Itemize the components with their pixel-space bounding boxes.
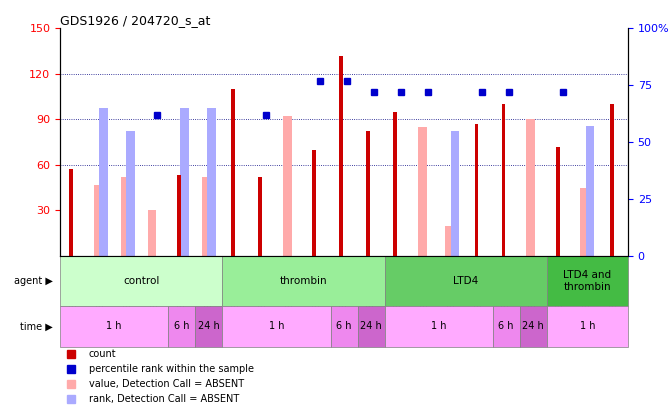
Bar	[195, 306, 222, 347]
Bar	[180, 108, 189, 256]
Text: LTD4 and
thrombin: LTD4 and thrombin	[563, 270, 611, 292]
Bar	[202, 177, 210, 256]
Bar	[526, 119, 535, 256]
Bar	[99, 108, 108, 256]
Text: thrombin: thrombin	[280, 276, 327, 286]
Bar	[222, 306, 331, 347]
Text: rank, Detection Call = ABSENT: rank, Detection Call = ABSENT	[88, 394, 238, 405]
Text: GDS1926 / 204720_s_at: GDS1926 / 204720_s_at	[60, 14, 210, 27]
Bar	[385, 256, 547, 306]
Bar	[60, 256, 222, 306]
Bar	[445, 226, 454, 256]
Text: time ▶: time ▶	[21, 322, 53, 331]
Bar	[418, 127, 427, 256]
Bar	[259, 177, 262, 256]
Text: 1 h: 1 h	[580, 322, 595, 331]
Text: 1 h: 1 h	[106, 322, 122, 331]
Text: 24 h: 24 h	[360, 322, 382, 331]
Bar	[474, 124, 478, 256]
Text: control: control	[123, 276, 160, 286]
Bar	[177, 175, 181, 256]
Bar	[556, 147, 560, 256]
Bar	[331, 306, 357, 347]
Bar	[94, 185, 102, 256]
Bar	[450, 131, 459, 256]
Text: 6 h: 6 h	[336, 322, 352, 331]
Bar	[168, 306, 195, 347]
Bar	[231, 89, 235, 256]
Text: 1 h: 1 h	[269, 322, 284, 331]
Bar	[126, 131, 135, 256]
Text: 24 h: 24 h	[198, 322, 220, 331]
Text: 24 h: 24 h	[522, 322, 544, 331]
Bar	[207, 108, 216, 256]
Text: 1 h: 1 h	[431, 322, 446, 331]
Text: 6 h: 6 h	[498, 322, 514, 331]
Bar	[121, 177, 130, 256]
Text: value, Detection Call = ABSENT: value, Detection Call = ABSENT	[88, 379, 244, 389]
Text: LTD4: LTD4	[453, 276, 478, 286]
Bar	[493, 306, 520, 347]
Bar	[283, 116, 291, 256]
Bar	[610, 104, 614, 256]
Bar	[547, 256, 628, 306]
Bar	[357, 306, 385, 347]
Bar	[547, 306, 628, 347]
Bar	[339, 55, 343, 256]
Bar	[520, 306, 547, 347]
Bar	[385, 306, 493, 347]
Bar	[313, 150, 316, 256]
Bar	[148, 210, 156, 256]
Bar	[367, 132, 370, 256]
Bar	[586, 126, 595, 256]
Bar	[69, 169, 73, 256]
Bar	[222, 256, 385, 306]
Bar	[393, 112, 397, 256]
Text: 6 h: 6 h	[174, 322, 190, 331]
Bar	[60, 306, 168, 347]
Bar	[502, 104, 506, 256]
Bar	[580, 188, 589, 256]
Text: percentile rank within the sample: percentile rank within the sample	[88, 364, 254, 374]
Text: agent ▶: agent ▶	[14, 276, 53, 286]
Text: count: count	[88, 350, 116, 359]
